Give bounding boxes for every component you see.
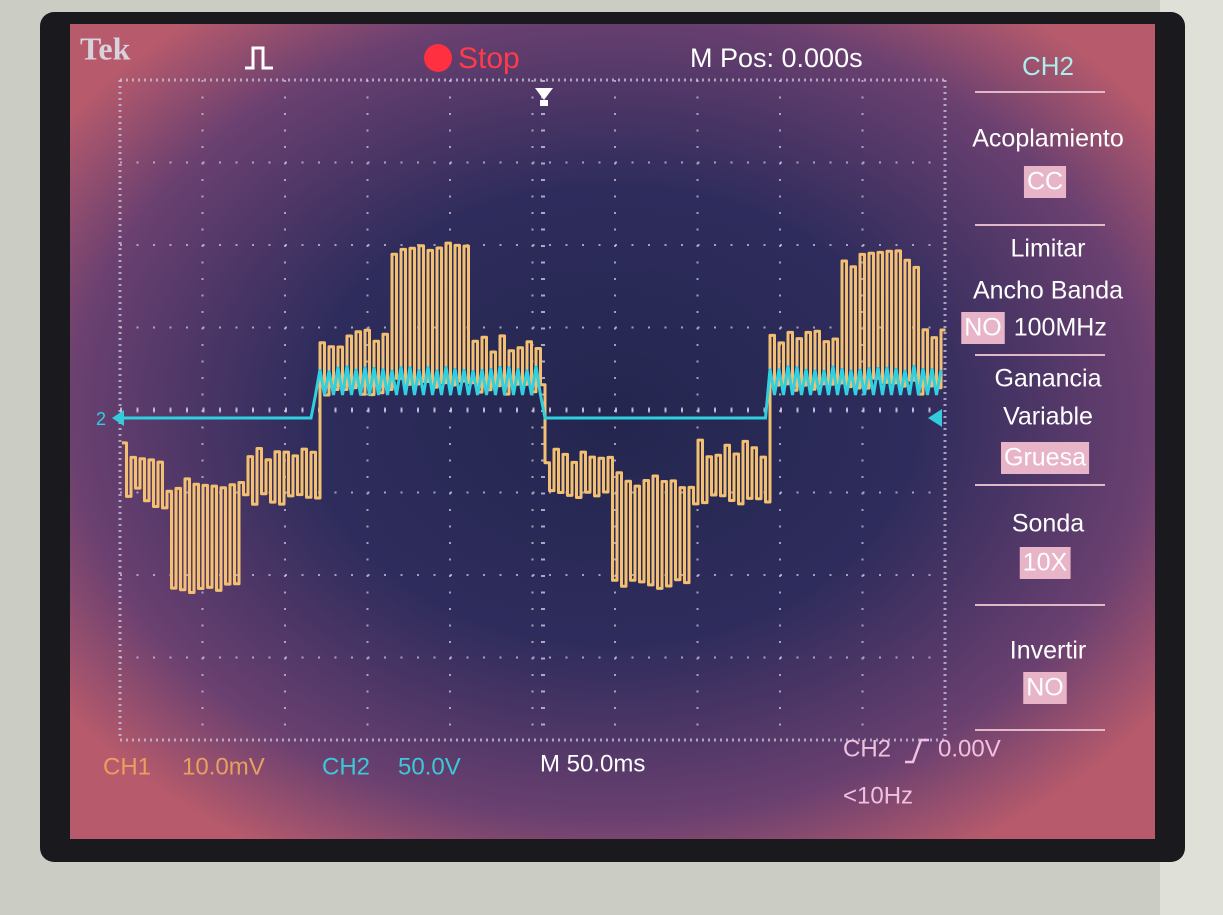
- ch1-scale: 10.0mV: [182, 753, 265, 780]
- ch2-scale: 50.0V: [398, 753, 461, 780]
- brand: Tek: [80, 30, 131, 66]
- menu-label: Sonda: [1012, 510, 1084, 538]
- menu-value: NO: [1026, 674, 1064, 702]
- trigger-source: CH2: [843, 735, 891, 762]
- stop-dot: [424, 44, 452, 72]
- timebase: M 50.0ms: [540, 750, 645, 777]
- oscilloscope: Tek Stop M Pos: 0.000s CH2 Acoplamiento C…: [0, 0, 1223, 915]
- menu-value: CC: [1027, 168, 1063, 196]
- trigger-frequency: <10Hz: [843, 782, 913, 809]
- status: Stop: [458, 42, 520, 75]
- position: M Pos: 0.000s: [690, 43, 863, 73]
- menu-value: NO: [964, 314, 1002, 342]
- menu-label: Ganancia: [994, 365, 1101, 393]
- ch2-channel: CH2: [322, 753, 370, 780]
- menu-value: Gruesa: [1004, 444, 1086, 472]
- page: Tek Stop M Pos: 0.000s CH2 Acoplamiento C…: [0, 0, 1223, 915]
- menu-label: Limitar: [1010, 235, 1085, 263]
- menu-value-extra: 100MHz: [1014, 314, 1107, 342]
- menu-title: CH2: [1022, 51, 1074, 81]
- menu-label: Variable: [1003, 403, 1093, 431]
- menu-label: Invertir: [1010, 637, 1086, 665]
- ch1-channel: CH1: [103, 753, 151, 780]
- trigger-level: 0.00V: [938, 735, 1001, 762]
- menu-value: 10X: [1023, 549, 1068, 577]
- ground-marker: 2: [96, 409, 106, 429]
- menu-label: Acoplamiento: [972, 125, 1123, 153]
- menu-label: Ancho Banda: [973, 277, 1123, 305]
